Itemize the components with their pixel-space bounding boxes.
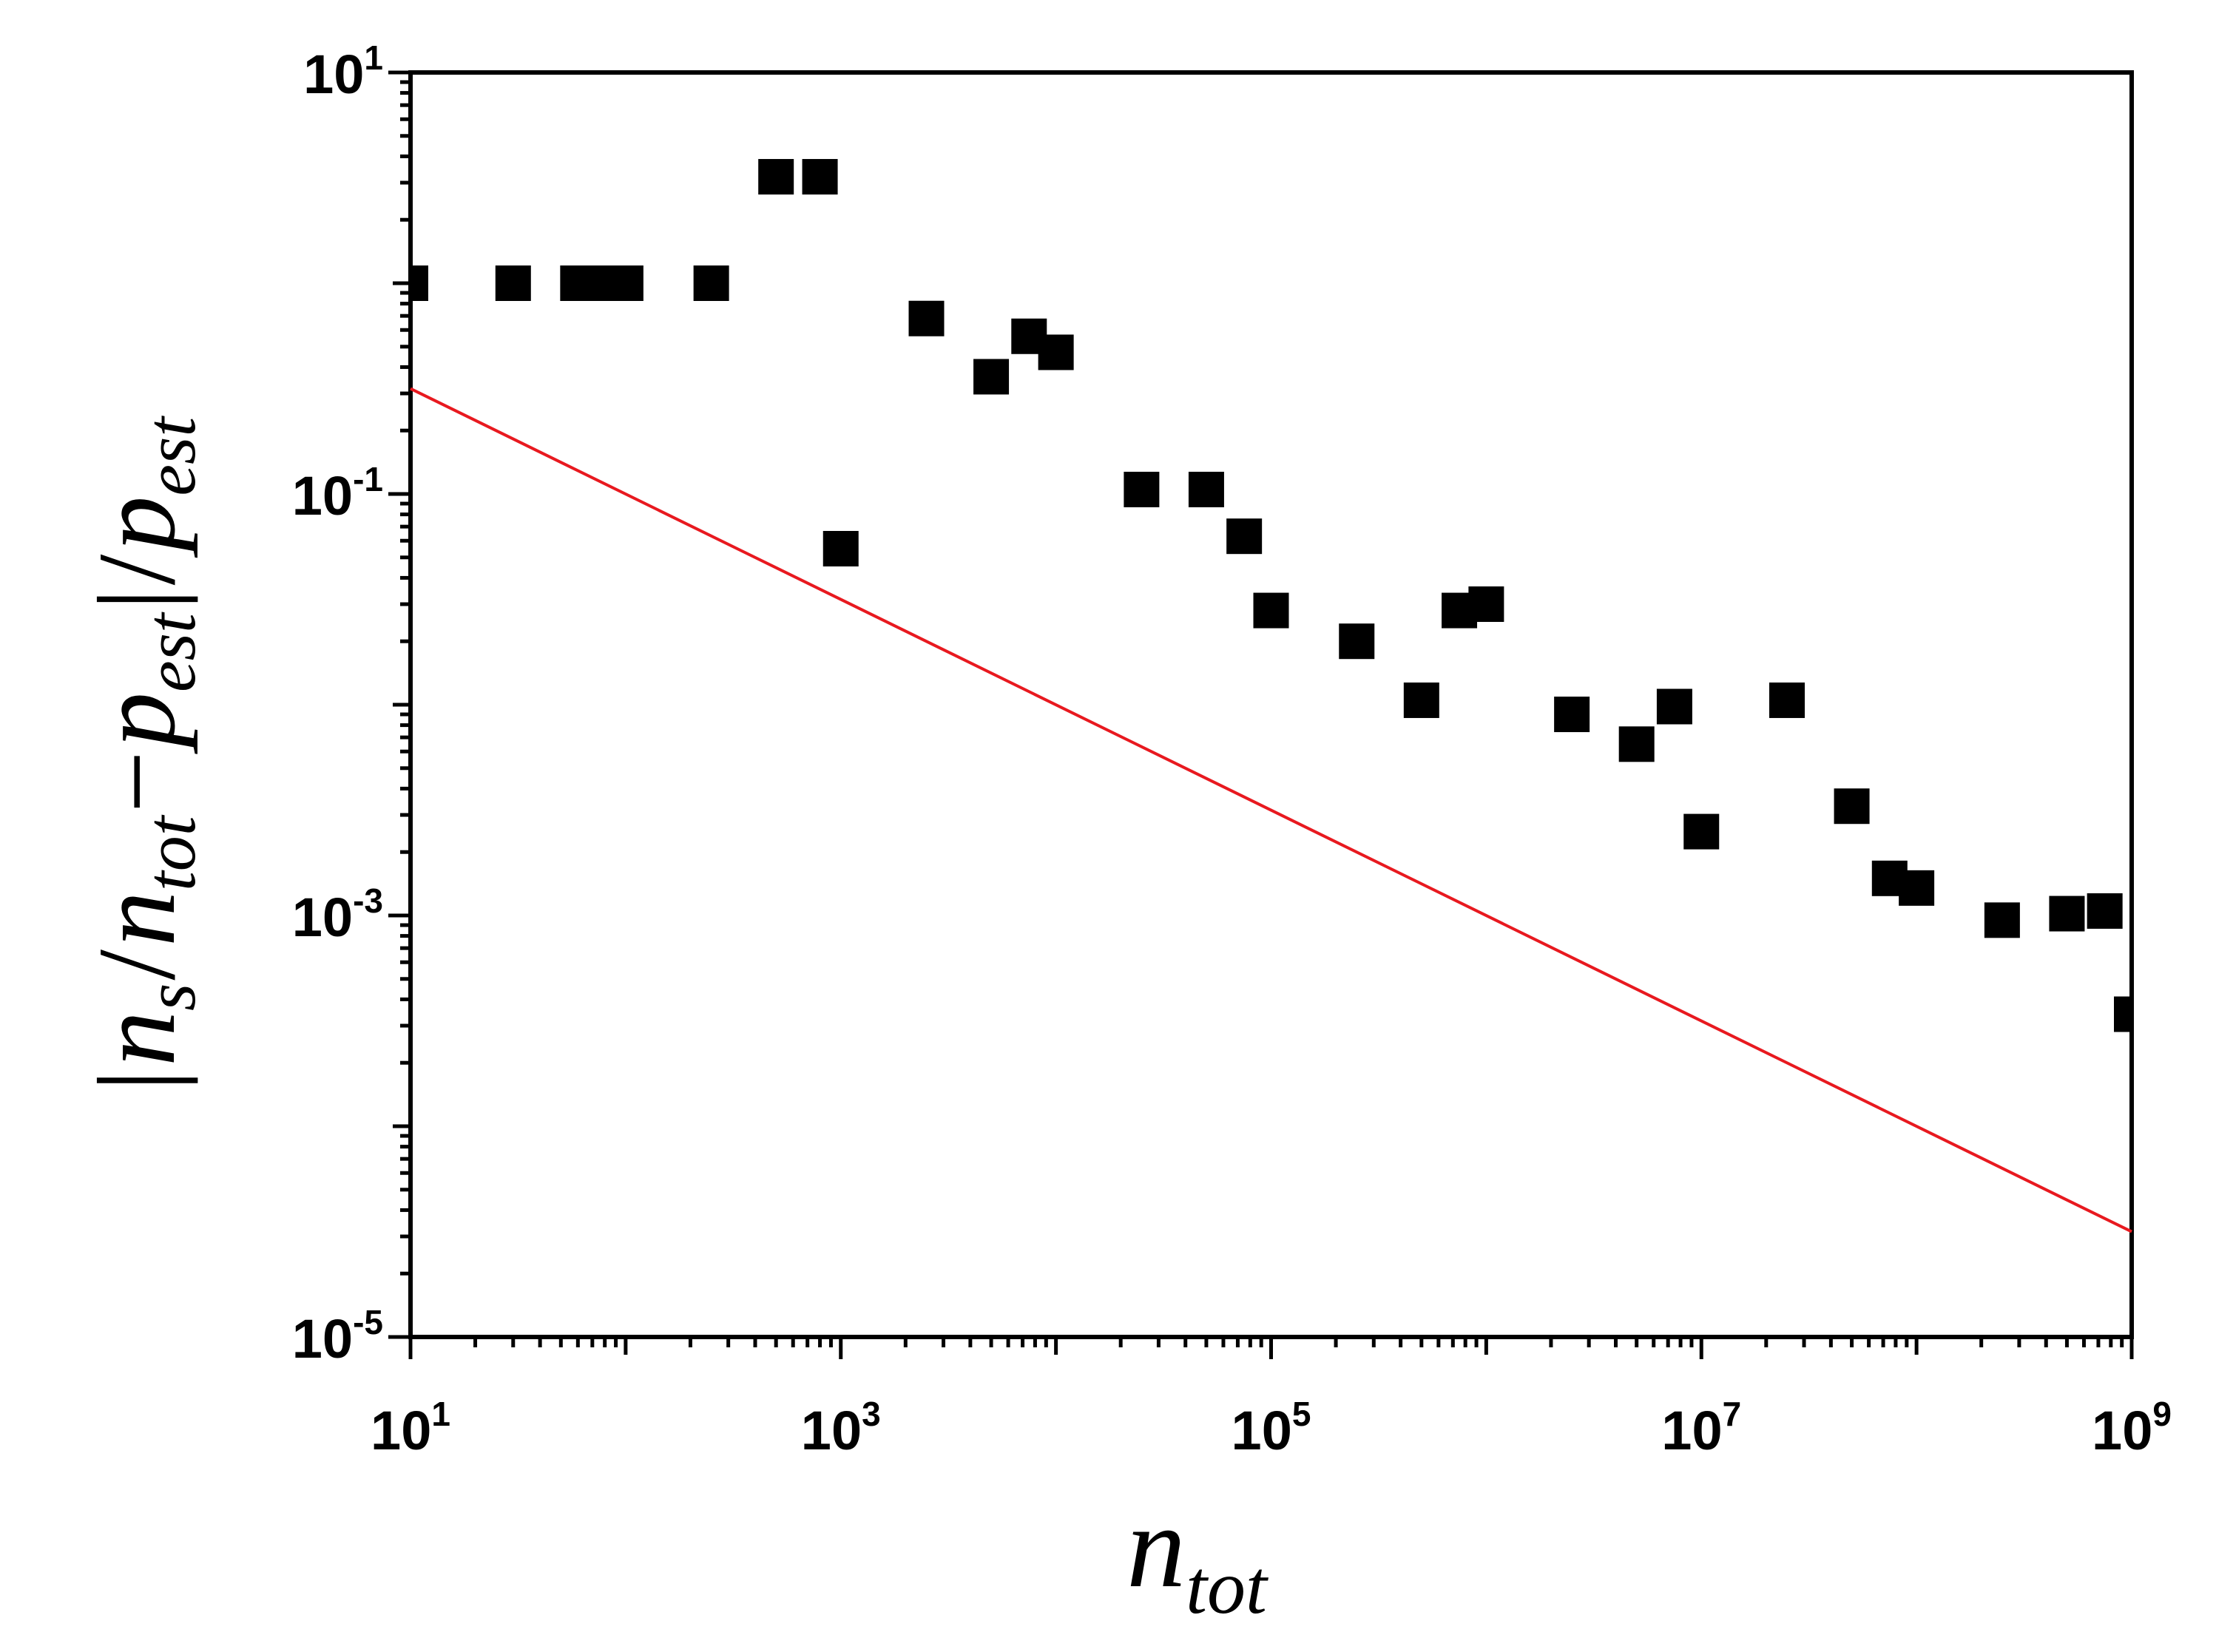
data-point: [693, 265, 729, 301]
data-point: [411, 265, 428, 301]
x-tick-label: 101: [371, 1395, 450, 1461]
y-tick-label: 101: [303, 38, 383, 105]
y-title-bar-left: |: [75, 1069, 198, 1091]
data-point: [1683, 813, 1720, 850]
x-axis-title: ntot: [1126, 1480, 1269, 1630]
x-axis-title-main: n: [1126, 1480, 1186, 1612]
y-title-sub-tot: tot: [131, 814, 210, 891]
y-tick-label: 10-5: [292, 1303, 383, 1370]
plot-frame: [408, 70, 2134, 1339]
data-point: [1554, 697, 1590, 733]
data-point: [1124, 471, 1160, 507]
data-point: [1769, 682, 1805, 718]
data-point: [1403, 682, 1439, 718]
data-point: [607, 265, 643, 301]
reference-line: [410, 387, 2132, 1233]
y-title-n-s: n: [75, 1011, 198, 1066]
data-point: [2114, 996, 2132, 1032]
data-point: [973, 359, 1010, 395]
y-title-sub-est-1: est: [131, 612, 210, 692]
major-ticks: [388, 70, 2134, 1359]
x-tick-label: 103: [801, 1395, 881, 1461]
data-point: [802, 159, 838, 195]
y-title-n-tot: n: [75, 891, 198, 947]
x-tick-label: 109: [2092, 1395, 2172, 1461]
y-axis-title: | ns / ntot − pest | / pest: [75, 416, 210, 1091]
data-point: [908, 300, 945, 336]
data-point: [1899, 870, 1935, 906]
data-point: [2049, 896, 2085, 932]
x-tick-label: 107: [1661, 1395, 1741, 1461]
data-point: [2087, 893, 2123, 929]
y-title-sub-est-2: est: [131, 416, 210, 496]
y-title-p-est-1: p: [75, 692, 198, 754]
data-point: [1656, 688, 1692, 725]
minor-ticks: [393, 80, 2124, 1355]
data-point: [1188, 471, 1224, 507]
y-title-sub-s: s: [131, 984, 210, 1011]
y-tick-labels: 101 10-1 10-3 10-5: [292, 38, 383, 1370]
y-title-p-est-2: p: [75, 496, 198, 558]
y-title-slash-2: /: [75, 554, 198, 585]
data-point: [1834, 788, 1870, 825]
y-title-minus: −: [75, 751, 198, 813]
data-point: [1038, 334, 1074, 370]
data-point: [1618, 726, 1655, 762]
data-point: [758, 159, 794, 195]
data-point: [1339, 623, 1375, 660]
plot-border: [408, 70, 2134, 1339]
data-point: [1253, 592, 1289, 629]
y-tick-label: 10-1: [292, 460, 383, 527]
data-point: [495, 265, 531, 301]
x-axis-title-sub: tot: [1186, 1545, 1269, 1630]
y-title-slash-1: /: [75, 949, 198, 981]
data-point: [1226, 518, 1263, 555]
y-title-bar-right: |: [75, 588, 198, 610]
data-point: [1468, 586, 1504, 623]
data-point: [1984, 902, 2020, 938]
reference-line-layer: [410, 387, 2132, 1233]
y-tick-label: 10-3: [292, 881, 383, 948]
data-points: [411, 159, 2132, 1032]
data-point: [822, 530, 859, 566]
x-tick-label: 105: [1232, 1395, 1311, 1461]
x-tick-labels: 101 103 105 107 109: [371, 1395, 2172, 1461]
